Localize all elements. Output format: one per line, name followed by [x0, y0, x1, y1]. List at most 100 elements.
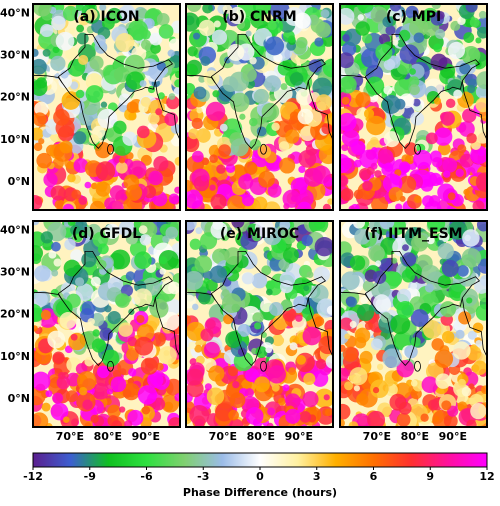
- field-blob: [476, 71, 487, 90]
- field-blob: [70, 81, 79, 90]
- field-blob: [198, 19, 216, 37]
- coastline: [186, 74, 216, 84]
- field-blob: [212, 90, 220, 98]
- field-blob: [427, 221, 446, 233]
- island: [260, 143, 267, 155]
- field-blob: [40, 23, 54, 38]
- coastline: [340, 74, 370, 84]
- field-blob: [458, 311, 472, 325]
- field-blob: [200, 232, 218, 250]
- field-blob: [371, 338, 383, 351]
- field-blob: [76, 371, 97, 391]
- field-blob: [223, 314, 234, 325]
- map-panel: [340, 221, 487, 427]
- field-blob: [370, 162, 378, 170]
- field-blob: [196, 128, 211, 143]
- field-blob: [287, 35, 296, 43]
- field-blob: [195, 355, 205, 365]
- field-blob: [33, 303, 43, 323]
- field-blob: [136, 324, 155, 342]
- field-blob: [168, 281, 180, 295]
- island: [260, 360, 267, 372]
- field-blob: [315, 94, 332, 111]
- field-blob: [50, 288, 59, 297]
- field-blob: [467, 330, 477, 340]
- lon-label: 90°E: [439, 430, 467, 443]
- field-blob: [476, 26, 487, 39]
- field-blob: [409, 17, 429, 37]
- field-blob: [364, 321, 373, 331]
- field-blob: [148, 112, 160, 125]
- lon-label: 80°E: [94, 430, 122, 443]
- field-blob: [375, 43, 393, 61]
- field-blob: [325, 354, 333, 369]
- field-blob: [340, 188, 354, 202]
- field-blob: [118, 406, 126, 413]
- lon-label: 80°E: [247, 430, 275, 443]
- field-blob: [228, 6, 246, 25]
- field-blob: [52, 351, 65, 364]
- field-blob: [158, 346, 177, 365]
- colorbar-tick-label: -3: [197, 470, 209, 483]
- panel-title: (b) CNRM: [222, 9, 296, 25]
- field-blob: [209, 184, 216, 191]
- field-blob: [33, 112, 47, 127]
- field-blob: [458, 378, 466, 387]
- field-blob: [167, 49, 175, 57]
- field-blob: [270, 4, 290, 20]
- field-blob: [124, 54, 145, 75]
- field-blob: [295, 88, 313, 106]
- field-blob: [91, 338, 107, 353]
- field-blob: [320, 9, 330, 19]
- lat-label: 30°N: [0, 49, 30, 62]
- field-blob: [315, 22, 332, 38]
- colorbar-label: Phase Difference (hours): [183, 486, 337, 499]
- field-blob: [340, 403, 351, 420]
- field-blob: [64, 238, 76, 251]
- field-blob: [409, 63, 425, 80]
- field-blob: [437, 275, 451, 289]
- field-blob: [433, 43, 443, 53]
- field-blob: [122, 389, 132, 398]
- colorbar-tick-label: -12: [23, 470, 43, 483]
- field-blob: [194, 344, 203, 353]
- field-blob: [213, 20, 221, 28]
- field-blob: [413, 150, 433, 170]
- field-blob: [349, 255, 366, 271]
- field-blob: [84, 356, 94, 367]
- field-blob: [348, 205, 355, 210]
- field-blob: [67, 221, 75, 226]
- field-blob: [299, 411, 312, 423]
- field-blob: [118, 157, 126, 164]
- field-blob: [468, 383, 475, 390]
- field-blob: [55, 31, 75, 51]
- field-blob: [138, 225, 148, 234]
- field-blob: [438, 231, 450, 243]
- field-blob: [340, 317, 353, 331]
- field-blob: [463, 188, 470, 196]
- field-blob: [128, 160, 147, 179]
- field-blob: [295, 314, 303, 322]
- field-blob: [153, 156, 169, 172]
- field-blob: [306, 271, 314, 279]
- field-blob: [90, 414, 99, 424]
- field-blob: [148, 170, 163, 186]
- field-blob: [52, 46, 60, 54]
- field-blob: [111, 420, 123, 427]
- field-blob: [33, 221, 40, 226]
- field-blob: [285, 408, 301, 424]
- lon-label: 80°E: [401, 430, 429, 443]
- field-blob: [251, 272, 268, 289]
- field-blob: [448, 221, 468, 240]
- coastline: [57, 34, 174, 150]
- field-blob: [467, 84, 476, 94]
- field-blob: [360, 296, 369, 304]
- field-blob: [252, 312, 264, 324]
- island: [107, 143, 114, 155]
- field-blob: [210, 193, 227, 210]
- field-blob: [252, 4, 272, 16]
- field-blob: [186, 321, 206, 341]
- field-blob: [321, 123, 333, 135]
- field-blob: [282, 189, 301, 208]
- field-blob: [344, 333, 351, 340]
